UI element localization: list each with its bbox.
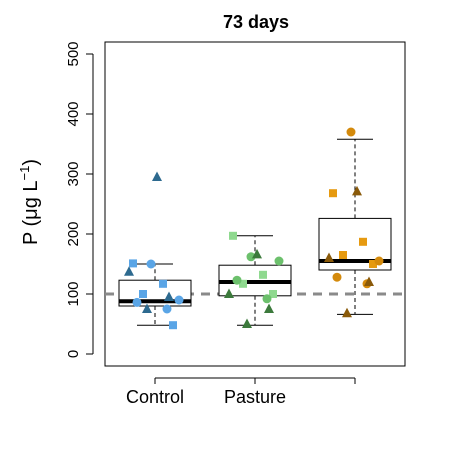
data-point-circle-g1-6 (232, 275, 242, 285)
data-point-square-g2-0 (329, 189, 337, 198)
data-point-triangle-g0-10 (164, 291, 174, 301)
svg-text:P (μg L−1): P (μg L−1) (17, 159, 42, 245)
y-tick-label-300: 300 (65, 161, 82, 186)
x-tick-label-pasture: Pasture (224, 387, 286, 407)
ylabel-suffix: ) (20, 159, 42, 166)
points-layer (124, 127, 384, 330)
box-2 (318, 138, 392, 315)
data-point-circle-g0-5 (174, 295, 184, 305)
data-point-triangle-g2-9 (324, 252, 334, 262)
data-point-triangle-g1-10 (264, 303, 274, 313)
ylabel-superscript: −1 (17, 166, 32, 181)
data-point-circle-g0-7 (162, 304, 172, 314)
data-point-triangle-g2-11 (342, 307, 352, 318)
data-point-square-g1-3 (269, 290, 277, 298)
data-point-square-g0-0 (129, 259, 137, 268)
y-tick-label-100: 100 (65, 281, 82, 306)
ylabel-unit: g L (20, 180, 42, 208)
y-tick-label-400: 400 (65, 101, 82, 126)
y-tick-label-500: 500 (65, 41, 82, 66)
data-point-square-g2-3 (369, 260, 377, 268)
data-point-square-g0-3 (169, 321, 177, 330)
data-point-triangle-g0-11 (142, 303, 152, 313)
axes-layer: 0 100 200 300 400 500 Control Pasture (65, 41, 406, 407)
data-point-circle-g2-4 (346, 127, 356, 137)
y-tick-label-200: 200 (65, 221, 82, 246)
y-axis-label: P (μg L−1) (17, 159, 42, 245)
data-point-triangle-g0-8 (152, 171, 162, 181)
ylabel-prefix: P ( (20, 219, 42, 245)
x-tick-label-control: Control (126, 387, 184, 407)
data-point-triangle-g0-9 (124, 266, 134, 276)
data-point-square-g0-2 (139, 290, 147, 298)
box-1 (218, 235, 292, 326)
plot-frame (104, 41, 406, 367)
data-point-square-g2-1 (359, 237, 367, 246)
boxes-layer (118, 138, 392, 326)
data-point-circle-g2-6 (332, 272, 342, 282)
data-point-circle-g2-5 (374, 256, 384, 266)
data-point-circle-g1-5 (274, 256, 284, 266)
data-point-triangle-g1-9 (224, 288, 234, 298)
ylabel-mu: μ (20, 208, 42, 220)
data-point-triangle-g1-11 (242, 318, 252, 328)
data-point-circle-g0-4 (146, 259, 156, 269)
chart-title: 73 days (223, 12, 289, 32)
y-tick-label-0: 0 (65, 350, 82, 358)
data-point-circle-g1-4 (246, 252, 256, 262)
data-point-circle-g1-7 (262, 294, 272, 304)
data-point-triangle-g1-8 (252, 248, 262, 259)
data-point-square-g1-0 (229, 231, 237, 240)
data-point-square-g1-2 (239, 279, 247, 288)
data-point-square-g0-1 (159, 279, 167, 288)
data-point-square-g2-2 (339, 251, 347, 259)
data-point-square-g1-1 (259, 270, 267, 279)
data-point-triangle-g2-10 (364, 276, 374, 286)
data-point-triangle-g2-8 (352, 185, 362, 196)
data-point-circle-g0-6 (132, 297, 142, 307)
